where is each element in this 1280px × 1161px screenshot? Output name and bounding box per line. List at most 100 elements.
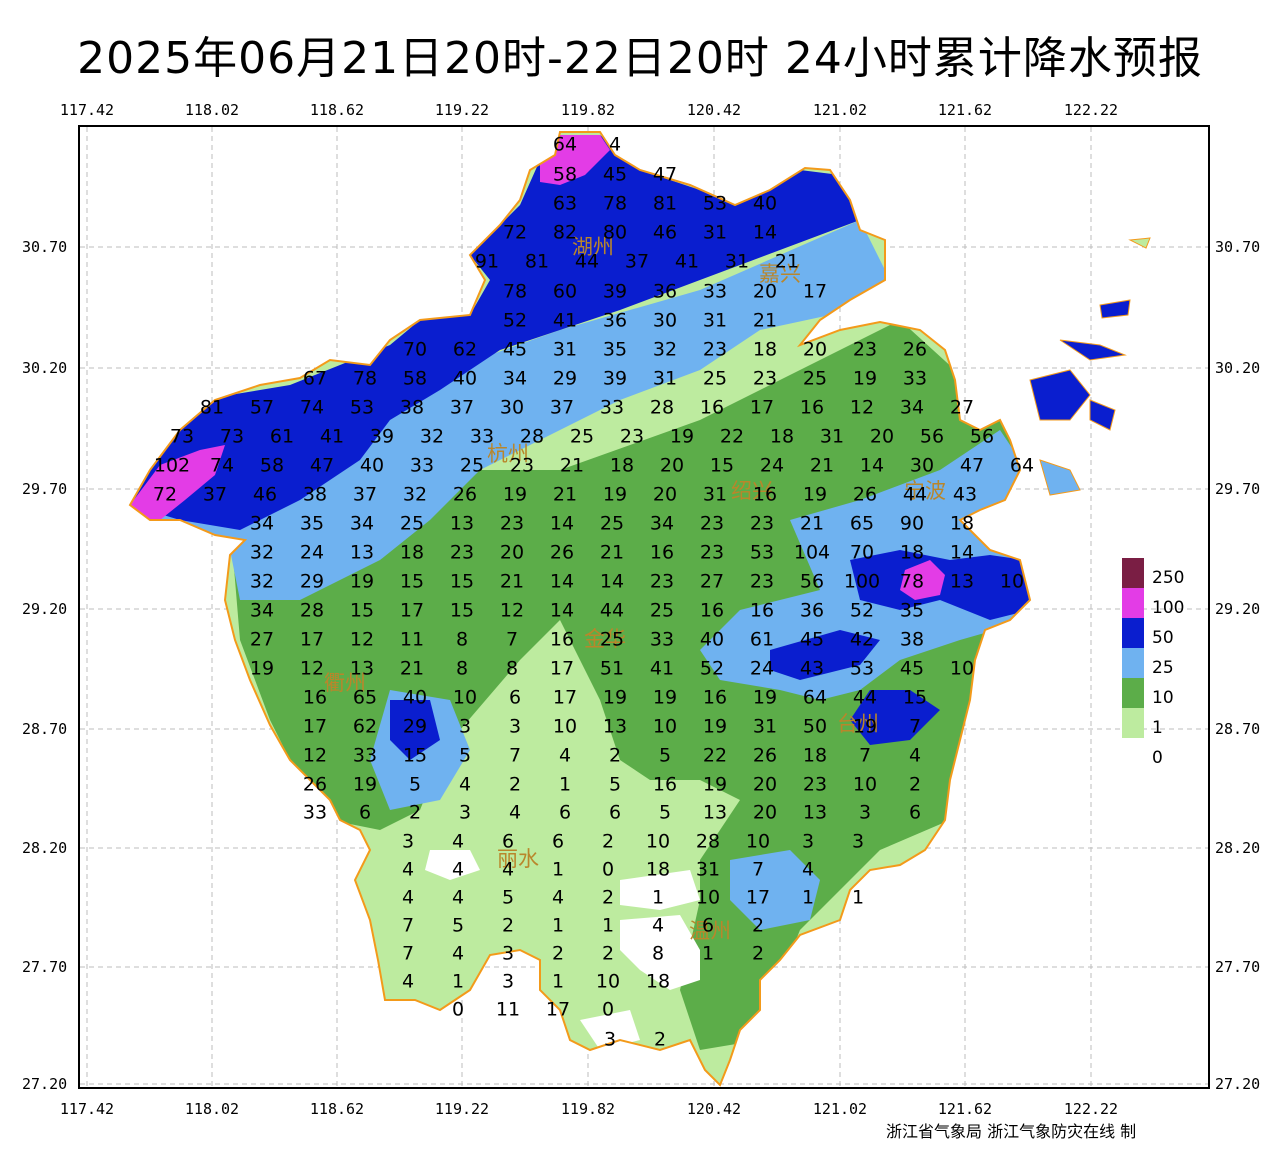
station-value: 44 — [600, 600, 624, 622]
station-value: 21 — [500, 571, 524, 593]
station-value: 35 — [603, 339, 627, 361]
station-value: 65 — [353, 687, 377, 709]
map-title: 2025年06月21日20时-22日20时 24小时累计降水预报 — [77, 33, 1203, 84]
station-value: 31 — [703, 484, 727, 506]
station-value: 32 — [250, 571, 274, 593]
station-value: 10 — [646, 831, 670, 853]
station-value: 19 — [803, 484, 827, 506]
island — [1128, 237, 1151, 249]
station-value: 34 — [350, 513, 374, 535]
station-value: 22 — [703, 745, 727, 767]
station-value: 17 — [803, 281, 827, 303]
longitude-tick-label: 122.22 — [1063, 101, 1119, 119]
station-value: 51 — [600, 658, 624, 680]
longitude-tick-label: 121.02 — [812, 101, 868, 119]
station-value: 3 — [604, 1029, 616, 1051]
station-value: 2 — [602, 831, 614, 853]
station-value: 17 — [300, 629, 324, 651]
station-value: 7 — [752, 859, 764, 881]
station-value: 33 — [903, 368, 927, 390]
station-value: 14 — [550, 513, 574, 535]
station-value: 1 — [652, 887, 664, 909]
station-value: 78 — [353, 368, 377, 390]
station-value: 17 — [400, 600, 424, 622]
islands — [1029, 237, 1151, 496]
station-value: 57 — [250, 397, 274, 419]
station-value: 53 — [850, 658, 874, 680]
station-value: 19 — [703, 716, 727, 738]
station-value: 3 — [509, 716, 521, 738]
station-value: 18 — [646, 971, 670, 993]
station-value: 4 — [452, 859, 464, 881]
station-value: 28 — [696, 831, 720, 853]
station-value: 100 — [844, 571, 880, 593]
station-value: 4 — [402, 859, 414, 881]
station-value: 17 — [750, 397, 774, 419]
station-value: 72 — [503, 222, 527, 244]
station-value: 32 — [653, 339, 677, 361]
station-value: 52 — [503, 310, 527, 332]
station-value: 26 — [903, 339, 927, 361]
station-value: 47 — [960, 455, 984, 477]
station-value: 53 — [750, 542, 774, 564]
station-value: 1 — [852, 887, 864, 909]
station-value: 10 — [696, 887, 720, 909]
station-value: 21 — [800, 513, 824, 535]
station-value: 4 — [802, 859, 814, 881]
station-value: 3 — [502, 943, 514, 965]
station-value: 20 — [500, 542, 524, 564]
station-value: 7 — [509, 745, 521, 767]
station-value: 16 — [303, 687, 327, 709]
city-label: 杭州 — [487, 442, 529, 466]
station-value: 16 — [550, 629, 574, 651]
station-value: 64 — [803, 687, 827, 709]
city-label: 嘉兴 — [759, 262, 801, 286]
station-value: 28 — [650, 397, 674, 419]
station-value: 26 — [550, 542, 574, 564]
station-value: 2 — [609, 745, 621, 767]
legend-swatch — [1122, 618, 1144, 648]
longitude-tick-label: 119.22 — [434, 1100, 490, 1118]
station-value: 26 — [753, 745, 777, 767]
station-value: 20 — [753, 802, 777, 824]
station-value: 23 — [750, 513, 774, 535]
station-value: 46 — [653, 222, 677, 244]
station-value: 40 — [360, 455, 384, 477]
latitude-tick-label: 27.20 — [22, 1075, 68, 1093]
station-value: 7 — [859, 745, 871, 767]
station-value: 40 — [453, 368, 477, 390]
station-value: 45 — [800, 629, 824, 651]
station-value: 8 — [506, 658, 518, 680]
latitude-tick-label: 28.70 — [22, 720, 68, 738]
station-value: 4 — [452, 943, 464, 965]
station-value: 20 — [660, 455, 684, 477]
station-value: 58 — [403, 368, 427, 390]
station-value: 31 — [653, 368, 677, 390]
station-value: 38 — [303, 484, 327, 506]
latitude-tick-label: 30.70 — [1215, 238, 1261, 256]
station-value: 31 — [725, 251, 749, 273]
station-value: 52 — [850, 600, 874, 622]
station-value: 10 — [746, 831, 770, 853]
station-value: 45 — [503, 339, 527, 361]
precip-area-50 — [130, 135, 860, 530]
station-value: 4 — [909, 745, 921, 767]
station-value: 16 — [750, 600, 774, 622]
station-value: 19 — [853, 368, 877, 390]
station-value: 25 — [600, 513, 624, 535]
precip-area-50 — [850, 690, 940, 745]
station-value: 13 — [803, 802, 827, 824]
station-value: 2 — [409, 802, 421, 824]
station-value: 4 — [402, 971, 414, 993]
station-value: 13 — [950, 571, 974, 593]
station-value: 60 — [553, 281, 577, 303]
station-value: 19 — [250, 658, 274, 680]
station-value: 25 — [570, 426, 594, 448]
city-label: 温州 — [689, 919, 731, 943]
station-value: 16 — [700, 397, 724, 419]
station-value: 37 — [550, 397, 574, 419]
station-value: 40 — [753, 193, 777, 215]
station-value: 4 — [652, 915, 664, 937]
station-value: 90 — [900, 513, 924, 535]
